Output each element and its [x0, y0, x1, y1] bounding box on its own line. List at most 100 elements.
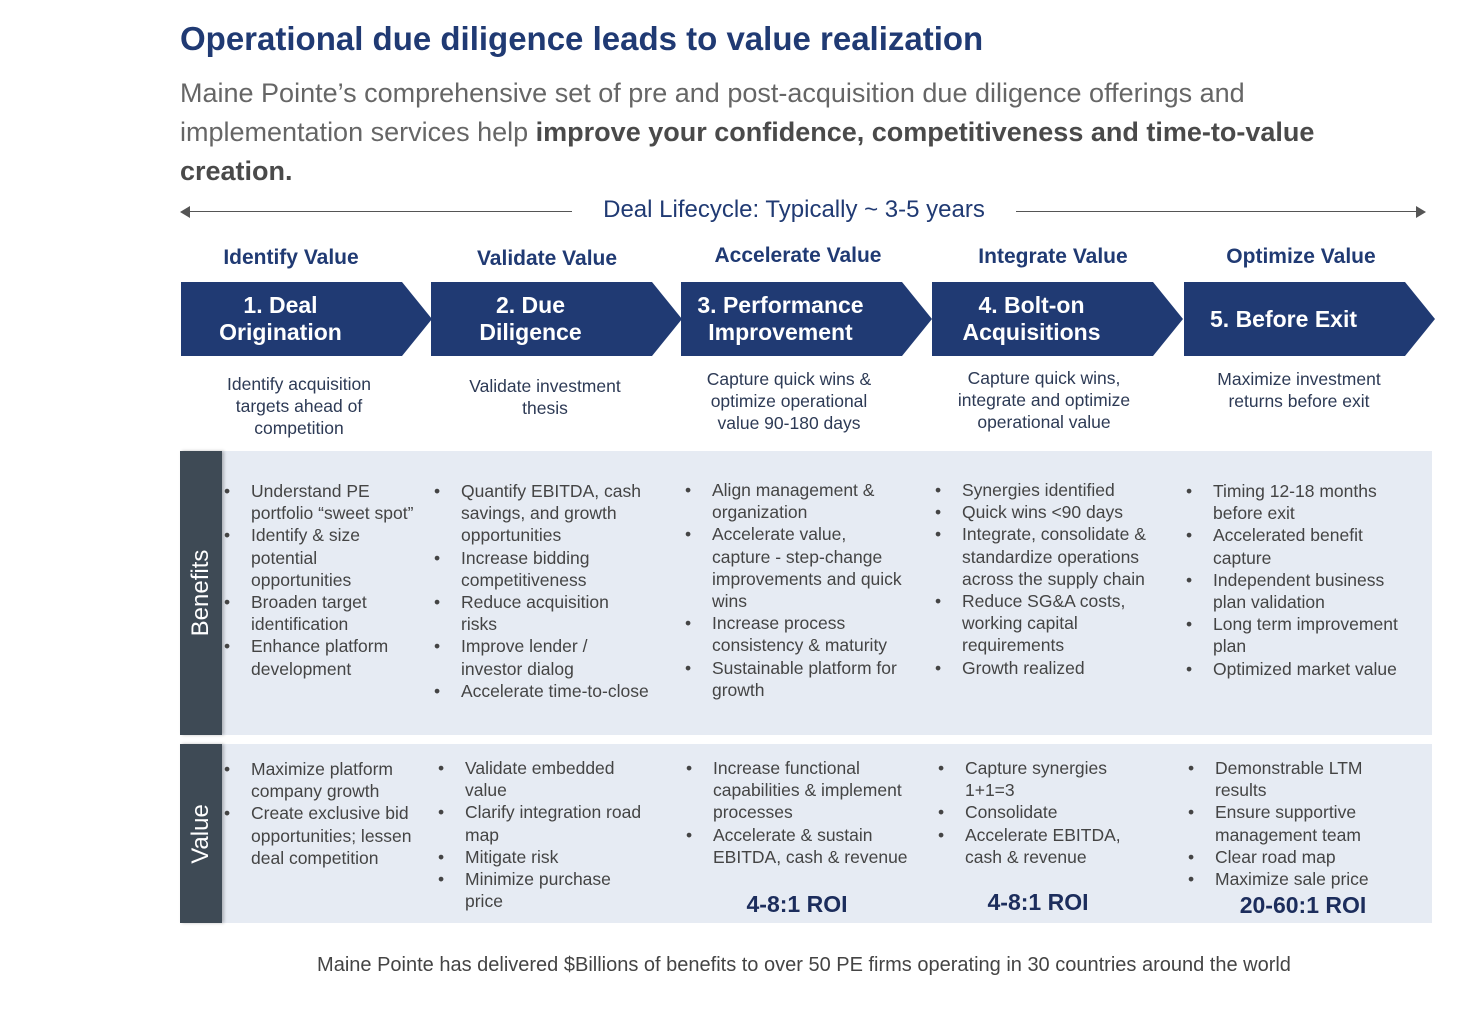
desc-line: Maximize investment — [1217, 369, 1381, 389]
chevron-before-exit: 5. Before Exit — [1184, 282, 1435, 356]
list-item: Synergies identified — [935, 479, 1153, 501]
value-list-optimize: Demonstrable LTM results Ensure supporti… — [1188, 757, 1406, 890]
desc-line: operational value — [977, 412, 1111, 432]
list-item: Increase functional capabilities & imple… — [686, 757, 908, 824]
chevron-bolt-on-acquisitions: 4. Bolt-on Acquisitions — [932, 282, 1183, 356]
list-item: Maximize platform company growth — [224, 758, 414, 802]
list-item: Quick wins <90 days — [935, 501, 1153, 523]
chevron-line: Origination — [219, 319, 342, 345]
desc-line: Capture quick wins & — [706, 369, 872, 389]
lifecycle-label: Deal Lifecycle: Typically ~ 3-5 years — [603, 196, 985, 223]
chevron-due-diligence: 2. Due Diligence — [431, 282, 682, 356]
arrow-left-icon — [180, 206, 190, 218]
list-item: Quantify EBITDA, cash savings, and growt… — [434, 480, 649, 547]
list-item: Accelerated benefit capture — [1186, 524, 1408, 568]
stage-header-accelerate: Accelerate Value — [714, 244, 882, 267]
chevron-line: 3. Performance — [697, 292, 864, 318]
page-subtitle: Maine Pointe’s comprehensive set of pre … — [180, 74, 1420, 191]
chevron-line: Improvement — [708, 319, 853, 345]
list-item: Integrate, consolidate & standardize ope… — [935, 523, 1153, 590]
footer-note: Maine Pointe has delivered $Billions of … — [317, 954, 1291, 976]
stage-header-identify: Identify Value — [223, 246, 359, 269]
benefits-list-optimize: Timing 12-18 months before exit Accelera… — [1186, 480, 1408, 680]
stage-desc-integrate: Capture quick wins, integrate and optimi… — [929, 367, 1159, 433]
list-item: Clear road map — [1188, 846, 1406, 868]
desc-line: Capture quick wins, — [967, 368, 1121, 388]
desc-line: thesis — [522, 398, 568, 418]
chevron-line: 2. Due — [495, 292, 565, 318]
stage-desc-accelerate: Capture quick wins & optimize operationa… — [674, 368, 904, 434]
subtitle-emphasis: improve your confidence, competitiveness… — [180, 117, 1315, 186]
chevron-performance-improvement: 3. Performance Improvement — [681, 282, 932, 356]
desc-line: Identify acquisition — [227, 374, 371, 394]
benefits-list-integrate: Synergies identified Quick wins <90 days… — [935, 479, 1153, 679]
stage-header-optimize: Optimize Value — [1226, 245, 1376, 268]
stage-desc-optimize: Maximize investment returns before exit — [1184, 368, 1414, 412]
value-list-integrate: Capture synergies 1+1=3 Consolidate Acce… — [938, 757, 1143, 868]
roi-optimize: 20-60:1 ROI — [1239, 892, 1367, 918]
desc-line: Validate investment — [469, 376, 621, 396]
desc-line: integrate and optimize — [957, 390, 1131, 410]
list-item: Timing 12-18 months before exit — [1186, 480, 1408, 524]
benefits-list-accelerate: Align management & organization Accelera… — [685, 479, 907, 701]
list-item: Understand PE portfolio “sweet spot” — [224, 480, 414, 524]
list-item: Increase process consistency & maturity — [685, 612, 907, 656]
list-item: Identify & size potential opportunities — [224, 524, 414, 591]
list-item: Align management & organization — [685, 479, 907, 523]
desc-line: targets ahead of — [235, 396, 363, 416]
list-item: Reduce SG&A costs, working capital requi… — [935, 590, 1153, 657]
list-item: Maximize sale price — [1188, 868, 1406, 890]
benefits-band-label: Benefits — [180, 451, 222, 735]
lifecycle-line-left — [186, 211, 572, 212]
benefits-label-text: Benefits — [187, 549, 214, 637]
benefits-list-identify: Understand PE portfolio “sweet spot” Ide… — [224, 480, 414, 680]
desc-line: returns before exit — [1228, 391, 1370, 411]
list-item: Enhance platform development — [224, 635, 414, 679]
subtitle-lead: Maine Pointe’s comprehensive set of pre … — [180, 78, 1245, 147]
list-item: Increase bidding competitiveness — [434, 547, 649, 591]
roi-integrate: 4-8:1 ROI — [987, 889, 1089, 915]
list-item: Reduce acquisition risks — [434, 591, 649, 635]
list-item: Accelerate value, capture - step-change … — [685, 523, 907, 612]
list-item: Validate embedded value — [438, 757, 643, 801]
roi-accelerate: 4-8:1 ROI — [746, 891, 848, 917]
list-item: Accelerate EBITDA, cash & revenue — [938, 824, 1143, 868]
list-item: Demonstrable LTM results — [1188, 757, 1406, 801]
chevron-line: Diligence — [479, 319, 582, 345]
list-item: Accelerate time-to-close — [434, 680, 649, 702]
benefits-list-validate: Quantify EBITDA, cash savings, and growt… — [434, 480, 649, 702]
list-item: Accelerate & sustain EBITDA, cash & reve… — [686, 824, 908, 868]
chevron-line: 5. Before Exit — [1210, 305, 1357, 332]
stage-header-integrate: Integrate Value — [978, 245, 1128, 268]
lifecycle-line-right — [1016, 211, 1418, 212]
desc-line: value 90-180 days — [717, 413, 861, 433]
list-item: Clarify integration road map — [438, 801, 643, 845]
list-item: Optimized market value — [1186, 658, 1408, 680]
arrow-right-icon — [1416, 206, 1426, 218]
list-item: Sustainable platform for growth — [685, 657, 907, 701]
value-label-text: Value — [187, 803, 214, 864]
value-list-accelerate: Increase functional capabilities & imple… — [686, 757, 908, 868]
stage-desc-identify: Identify acquisition targets ahead of co… — [184, 373, 414, 439]
chevron-line: Acquisitions — [962, 319, 1101, 345]
value-list-validate: Validate embedded value Clarify integrat… — [438, 757, 643, 912]
desc-line: competition — [254, 418, 344, 438]
deal-lifecycle-arrow: Deal Lifecycle: Typically ~ 3-5 years — [180, 196, 1426, 228]
stage-header-validate: Validate Value — [476, 247, 618, 270]
list-item: Growth realized — [935, 657, 1153, 679]
desc-line: optimize operational — [710, 391, 868, 411]
list-item: Long term improvement plan — [1186, 613, 1408, 657]
list-item: Consolidate — [938, 801, 1143, 823]
list-item: Minimize purchase price — [438, 868, 643, 912]
value-list-identify: Maximize platform company growth Create … — [224, 758, 414, 869]
list-item: Capture synergies 1+1=3 — [938, 757, 1143, 801]
list-item: Mitigate risk — [438, 846, 643, 868]
list-item: Ensure supportive management team — [1188, 801, 1406, 845]
list-item: Improve lender / investor dialog — [434, 635, 649, 679]
chevron-deal-origination: 1. Deal Origination — [181, 282, 432, 356]
list-item: Create exclusive bid opportunities; less… — [224, 802, 414, 869]
list-item: Independent business plan validation — [1186, 569, 1408, 613]
chevron-line: 4. Bolt-on — [978, 292, 1085, 318]
list-item: Broaden target identification — [224, 591, 414, 635]
stage-desc-validate: Validate investment thesis — [430, 375, 660, 419]
